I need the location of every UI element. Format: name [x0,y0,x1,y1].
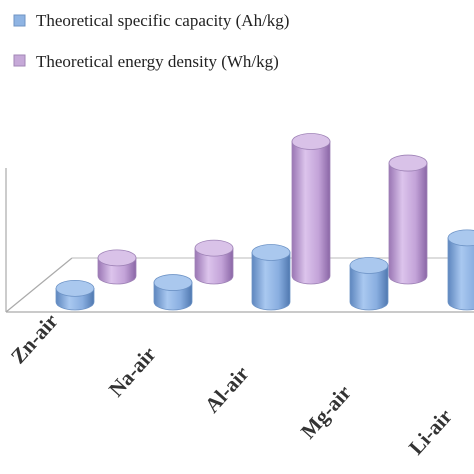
legend-item-capacity: Theoretical specific capacity (Ah/kg) [13,11,289,30]
bar-energy-al-air [291,133,331,285]
legend: Theoretical specific capacity (Ah/kg) Th… [13,11,289,71]
bar-capacity-al-air-top [251,244,291,261]
legend-item-energy: Theoretical energy density (Wh/kg) [13,52,279,71]
legend-label-capacity: Theoretical specific capacity (Ah/kg) [36,11,289,30]
legend-swatch-capacity [13,14,26,27]
bar-energy-zn-air-top [97,249,137,267]
bar-capacity-li-air-body [447,237,474,311]
bar-capacity-al-air [251,244,291,311]
legend-swatch-energy [13,54,26,67]
category-label-na-air: Na-air [104,342,161,401]
bar-energy-na-air [194,239,234,285]
bar-capacity-li-air [447,229,474,311]
bar-energy-zn-air [97,249,137,285]
bar-energy-na-air-body [194,247,234,285]
bar-capacity-al-air-body [251,252,291,311]
category-label-mg-air: Mg-air [296,380,356,443]
bar-capacity-na-air-top [153,274,193,291]
bar-capacity-mg-air-body [349,265,389,311]
category-label-zn-air: Zn-air [6,309,63,368]
bar-capacity-zn-air-top [55,279,95,297]
bar-energy-mg-air-body [388,162,428,285]
bar-energy-mg-air [388,154,428,285]
category-labels: Zn-air Na-air Al-air Mg-air Li-air [6,309,457,459]
bar-capacity-mg-air [349,257,389,311]
bar-energy-al-air-top [291,133,331,150]
legend-label-energy: Theoretical energy density (Wh/kg) [36,52,279,71]
category-label-al-air: Al-air [200,361,254,417]
bar-capacity-mg-air-top [349,257,389,274]
floor-back-edge [5,257,73,313]
bar-energy-al-air-body [291,141,331,285]
bar-capacity-na-air [153,274,193,311]
bar-energy-na-air-top [194,239,234,257]
bar-capacity-zn-air [55,279,95,311]
bars-group [55,133,474,311]
category-label-li-air: Li-air [404,404,457,459]
bar-capacity-li-air-top [447,229,474,247]
bar-energy-mg-air-top [388,154,428,172]
